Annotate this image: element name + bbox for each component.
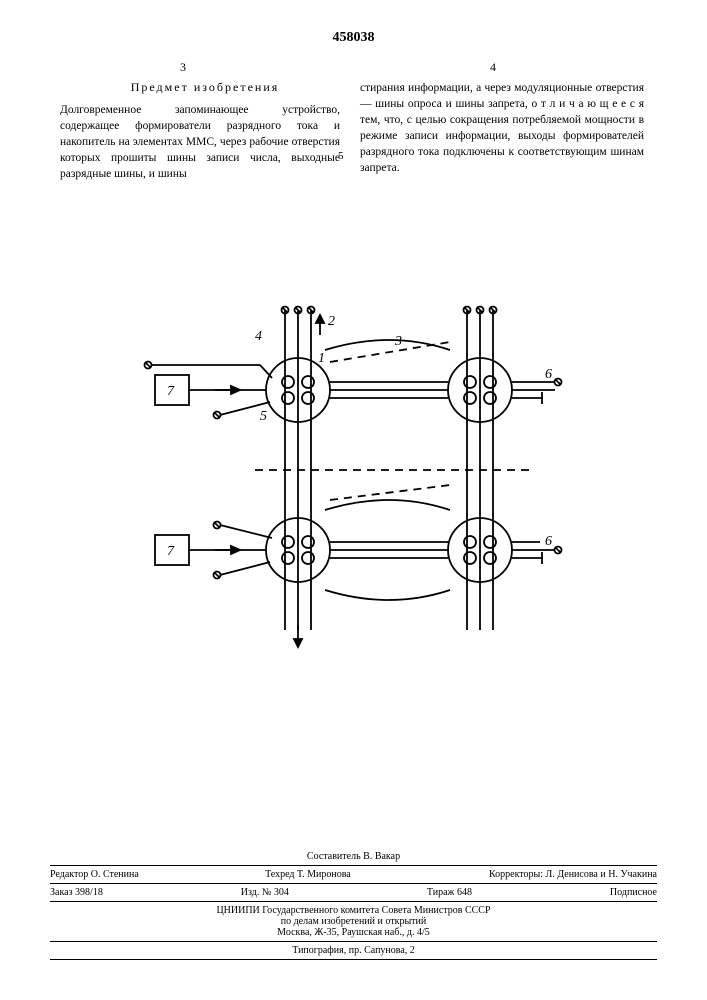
footer-org-2: по делам изобретений и открытий [50, 916, 657, 927]
footer-editor: Редактор О. Стенина [50, 869, 139, 880]
footer-subscription: Подписное [610, 887, 657, 898]
circuit-diagram: 1 2 3 4 5 6 6 7 7 [100, 290, 610, 690]
footer-order: Заказ 398/18 [50, 887, 103, 898]
right-column-text: стирания информации, а через модуляционн… [360, 80, 644, 177]
column-number-right: 4 [490, 60, 496, 75]
footer-edition: Изд. № 304 [241, 887, 289, 898]
diagram-label-6-bottom: 6 [545, 534, 552, 549]
footer-composer: Составитель В. Вакар [50, 848, 657, 865]
footer-circulation: Тираж 648 [427, 887, 472, 898]
column-number-left: 3 [180, 60, 186, 75]
footer-org-1: ЦНИИПИ Государственного комитета Совета … [50, 905, 657, 916]
diagram-label-7-top: 7 [167, 384, 175, 399]
diagram-label-7-bottom: 7 [167, 544, 175, 559]
diagram-label-6-top: 6 [545, 367, 552, 382]
footer-block: Составитель В. Вакар Редактор О. Стенина… [50, 848, 657, 960]
diagram-label-4: 4 [255, 329, 262, 344]
footer-printing: Типография, пр. Сапунова, 2 [292, 945, 415, 956]
diagram-label-3: 3 [394, 334, 402, 349]
left-column-text: Долговременное запоминающее устройство, … [60, 102, 340, 182]
footer-correctors: Корректоры: Л. Денисова и Н. Учакина [477, 869, 657, 880]
diagram-label-2: 2 [328, 314, 335, 329]
diagram-label-1: 1 [318, 351, 325, 366]
patent-number: 458038 [333, 30, 375, 46]
diagram-label-5: 5 [260, 409, 267, 424]
footer-techred: Техред Т. Миронова [265, 869, 351, 880]
section-title: Предмет изобретения [80, 80, 330, 95]
footer-org-3: Москва, Ж-35, Раушская наб., д. 4/5 [50, 927, 657, 938]
